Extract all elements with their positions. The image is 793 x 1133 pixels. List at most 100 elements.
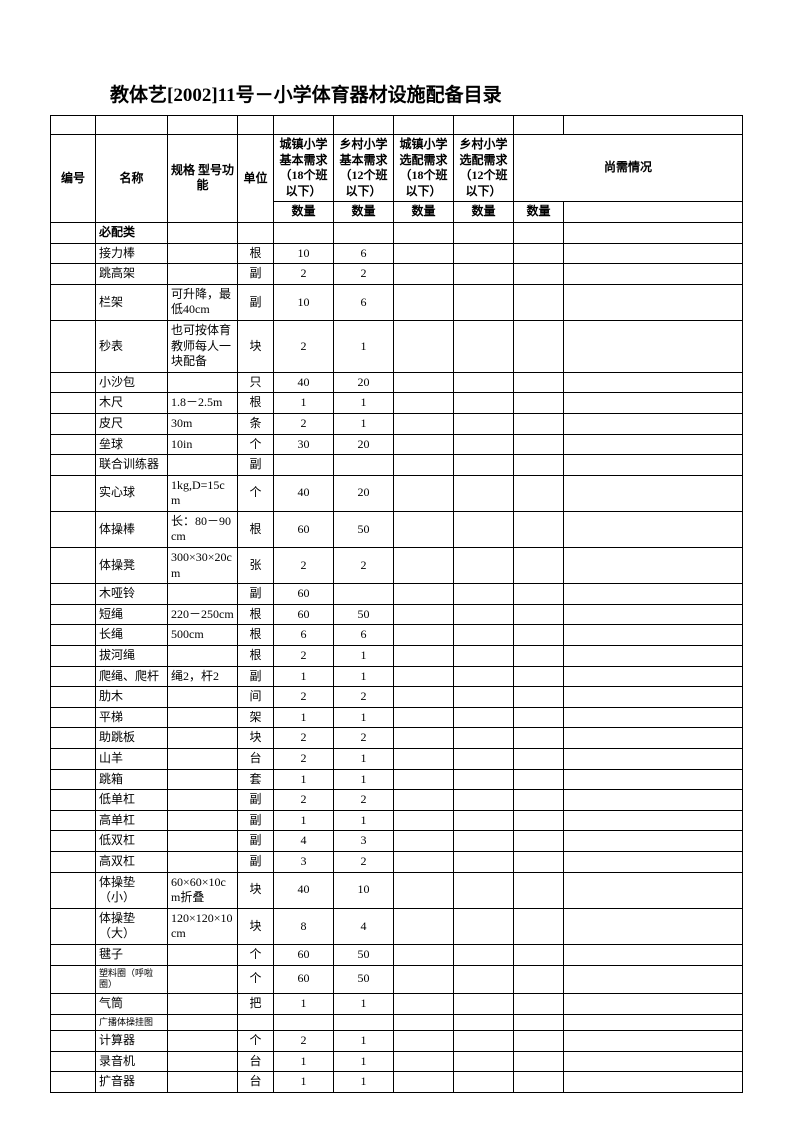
cell: 8 <box>274 908 334 944</box>
cell <box>394 831 454 852</box>
cell: 1 <box>334 810 394 831</box>
table-row: 短绳220－250cm根6050 <box>51 604 743 625</box>
hdr-qty2: 数量 <box>334 202 394 223</box>
cell <box>454 284 514 320</box>
cell <box>394 1051 454 1072</box>
cell <box>394 434 454 455</box>
cell <box>51 851 96 872</box>
cell: 1 <box>334 413 394 434</box>
cell: 10 <box>334 872 394 908</box>
cell: 4 <box>274 831 334 852</box>
hdr-name: 名称 <box>96 135 168 223</box>
cell: 个 <box>238 1031 274 1052</box>
cell: 2 <box>334 264 394 285</box>
cell: 低单杠 <box>96 790 168 811</box>
cell <box>394 511 454 547</box>
cell: 块 <box>238 872 274 908</box>
hdr-col1: 城镇小学基本需求（18个班以下） <box>274 135 334 202</box>
cell: 2 <box>274 320 334 372</box>
cell <box>168 1051 238 1072</box>
cell <box>454 243 514 264</box>
table-row: 体操棒长：80－90cm根6050 <box>51 511 743 547</box>
cell: 2 <box>274 687 334 708</box>
cell: 20 <box>334 475 394 511</box>
hdr-qty5: 数量 <box>514 202 564 223</box>
cell <box>564 455 743 476</box>
cell <box>51 413 96 434</box>
cell <box>514 434 564 455</box>
table-row: 秒表也可按体育教师每人一块配备块21 <box>51 320 743 372</box>
cell: 50 <box>334 944 394 965</box>
cell <box>454 455 514 476</box>
cell <box>51 284 96 320</box>
cell <box>564 243 743 264</box>
table-row: 联合训练器副 <box>51 455 743 476</box>
cell <box>564 831 743 852</box>
cell <box>51 749 96 770</box>
cell <box>168 944 238 965</box>
cell <box>564 944 743 965</box>
cell <box>168 1072 238 1093</box>
cell: 2 <box>334 548 394 584</box>
cell: 1 <box>334 393 394 414</box>
hdr-num: 编号 <box>51 135 96 223</box>
cell <box>564 434 743 455</box>
cell <box>564 320 743 372</box>
table-row: 爬绳、爬杆绳2，杆2副11 <box>51 666 743 687</box>
cell: 副 <box>238 831 274 852</box>
cell: 2 <box>334 851 394 872</box>
cell: 体操垫（小） <box>96 872 168 908</box>
cell <box>51 1031 96 1052</box>
cell <box>51 548 96 584</box>
cell: 2 <box>334 728 394 749</box>
table-row: 跳箱套11 <box>51 769 743 790</box>
table-row: 平梯架11 <box>51 707 743 728</box>
table-row: 皮尺30m条21 <box>51 413 743 434</box>
cell: 条 <box>238 413 274 434</box>
cell: 副 <box>238 455 274 476</box>
cell <box>454 944 514 965</box>
cell <box>454 320 514 372</box>
table-row: 长绳500cm根66 <box>51 625 743 646</box>
cell: 1 <box>334 769 394 790</box>
hdr-need: 尚需情况 <box>514 135 743 202</box>
cell: 60×60×10cm折叠 <box>168 872 238 908</box>
cell: 绳2，杆2 <box>168 666 238 687</box>
cell: 副 <box>238 264 274 285</box>
cell <box>564 749 743 770</box>
cell: 计算器 <box>96 1031 168 1052</box>
cell <box>394 372 454 393</box>
cell <box>514 320 564 372</box>
cell: 肋木 <box>96 687 168 708</box>
cell: 1 <box>274 393 334 414</box>
cell: 1 <box>334 707 394 728</box>
cell <box>564 707 743 728</box>
cell: 10in <box>168 434 238 455</box>
cell <box>334 455 394 476</box>
cell <box>564 687 743 708</box>
category-cell: 必配类 <box>96 222 168 243</box>
cell: 块 <box>238 320 274 372</box>
cell: 毽子 <box>96 944 168 965</box>
cell: 把 <box>238 993 274 1014</box>
cell: 木哑铃 <box>96 584 168 605</box>
cell: 1 <box>274 666 334 687</box>
cell <box>454 810 514 831</box>
cell: 接力棒 <box>96 243 168 264</box>
cell <box>454 264 514 285</box>
cell <box>51 872 96 908</box>
table-row: 气筒把11 <box>51 993 743 1014</box>
hdr-col4: 乡村小学选配需求（12个班以下） <box>454 135 514 202</box>
cell <box>168 372 238 393</box>
cell <box>238 1014 274 1031</box>
cell: 6 <box>334 284 394 320</box>
cell <box>168 1031 238 1052</box>
table-row: 体操垫（大）120×120×10cm块84 <box>51 908 743 944</box>
table-row: 跳高架副22 <box>51 264 743 285</box>
cell <box>454 666 514 687</box>
cell: 220－250cm <box>168 604 238 625</box>
cell: 2 <box>274 790 334 811</box>
cell: 套 <box>238 769 274 790</box>
cell <box>454 625 514 646</box>
cell: 台 <box>238 1051 274 1072</box>
